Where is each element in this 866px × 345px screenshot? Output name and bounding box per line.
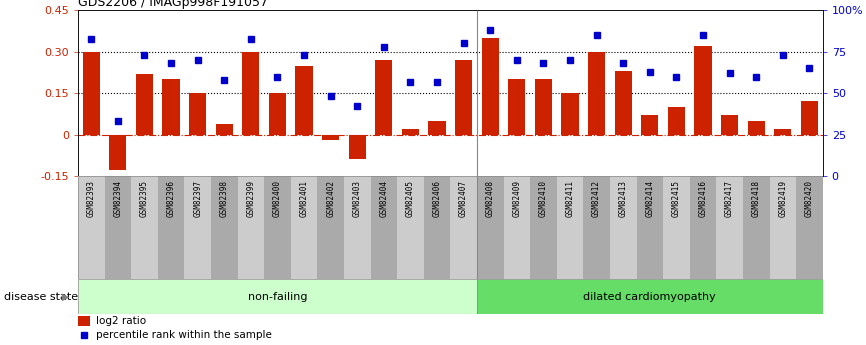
Text: GSM82399: GSM82399 (246, 180, 255, 217)
Text: GSM82420: GSM82420 (805, 180, 814, 217)
Bar (136, 74, 153, 135)
Text: percentile rank within the sample: percentile rank within the sample (96, 331, 272, 341)
Bar (291, 176, 317, 279)
Text: GSM82402: GSM82402 (326, 180, 335, 217)
Bar (508, 79, 526, 135)
Bar (402, 129, 419, 135)
Text: GSM82417: GSM82417 (725, 180, 734, 217)
Text: GSM82404: GSM82404 (379, 180, 388, 217)
Text: non-failing: non-failing (248, 292, 307, 302)
Text: GSM82396: GSM82396 (166, 180, 176, 217)
Text: GSM82403: GSM82403 (352, 180, 362, 217)
Bar (615, 71, 632, 135)
Bar (78, 279, 477, 314)
Text: log2 ratio: log2 ratio (96, 316, 146, 326)
Bar (158, 176, 184, 279)
Bar (530, 176, 557, 279)
Bar (82, 52, 100, 135)
Bar (211, 176, 237, 279)
Bar (322, 135, 339, 140)
Bar (237, 176, 264, 279)
Bar (663, 176, 689, 279)
Bar (131, 176, 158, 279)
Bar (78, 316, 90, 326)
Bar (588, 52, 605, 135)
Text: GSM82413: GSM82413 (618, 180, 628, 217)
Bar (216, 124, 233, 135)
Bar (371, 176, 397, 279)
Bar (535, 79, 552, 135)
Text: dilated cardiomyopathy: dilated cardiomyopathy (584, 292, 716, 302)
Bar (774, 129, 792, 135)
Bar (747, 121, 765, 135)
Text: GSM82401: GSM82401 (300, 180, 308, 217)
Text: GSM82415: GSM82415 (672, 180, 681, 217)
Text: GSM82405: GSM82405 (406, 180, 415, 217)
Bar (317, 176, 344, 279)
Bar (163, 79, 179, 135)
Bar (584, 176, 610, 279)
Text: GSM82393: GSM82393 (87, 180, 96, 217)
Bar (610, 176, 637, 279)
Bar (109, 135, 126, 170)
Bar (695, 46, 712, 135)
Bar (637, 176, 663, 279)
Bar (801, 101, 818, 135)
Bar (264, 176, 291, 279)
Bar (429, 121, 446, 135)
Bar (641, 115, 658, 135)
Text: GSM82418: GSM82418 (752, 180, 760, 217)
Text: disease state: disease state (4, 292, 79, 302)
Bar (557, 176, 584, 279)
Bar (423, 176, 450, 279)
Bar (455, 60, 472, 135)
Text: GSM82412: GSM82412 (592, 180, 601, 217)
Bar (344, 176, 371, 279)
Bar (268, 93, 286, 135)
Bar (450, 176, 477, 279)
Bar (721, 115, 738, 135)
Bar (689, 176, 716, 279)
Text: GSM82410: GSM82410 (539, 180, 548, 217)
Bar (242, 52, 260, 135)
Bar (295, 66, 313, 135)
Bar (397, 176, 423, 279)
Text: GSM82416: GSM82416 (699, 180, 708, 217)
Text: GDS2206 / IMAGp998F191057: GDS2206 / IMAGp998F191057 (78, 0, 268, 9)
Bar (184, 176, 211, 279)
Text: GSM82397: GSM82397 (193, 180, 202, 217)
Text: GSM82394: GSM82394 (113, 180, 122, 217)
Text: GSM82398: GSM82398 (220, 180, 229, 217)
Bar (770, 176, 796, 279)
Bar (561, 93, 578, 135)
Bar (78, 176, 105, 279)
Text: GSM82408: GSM82408 (486, 180, 494, 217)
Text: ▶: ▶ (61, 292, 69, 302)
Text: GSM82407: GSM82407 (459, 180, 469, 217)
Bar (189, 93, 206, 135)
Bar (503, 176, 530, 279)
Bar (668, 107, 685, 135)
Text: GSM82406: GSM82406 (432, 180, 442, 217)
Bar (481, 38, 499, 135)
Text: GSM82395: GSM82395 (140, 180, 149, 217)
Text: GSM82411: GSM82411 (565, 180, 574, 217)
Bar (349, 135, 365, 159)
Text: GSM82419: GSM82419 (779, 180, 787, 217)
Bar (375, 60, 392, 135)
Text: GSM82400: GSM82400 (273, 180, 282, 217)
Bar (105, 176, 131, 279)
Bar (477, 279, 823, 314)
Bar (796, 176, 823, 279)
Text: GSM82414: GSM82414 (645, 180, 655, 217)
Bar (716, 176, 743, 279)
Text: GSM82409: GSM82409 (513, 180, 521, 217)
Bar (477, 176, 503, 279)
Bar (743, 176, 770, 279)
